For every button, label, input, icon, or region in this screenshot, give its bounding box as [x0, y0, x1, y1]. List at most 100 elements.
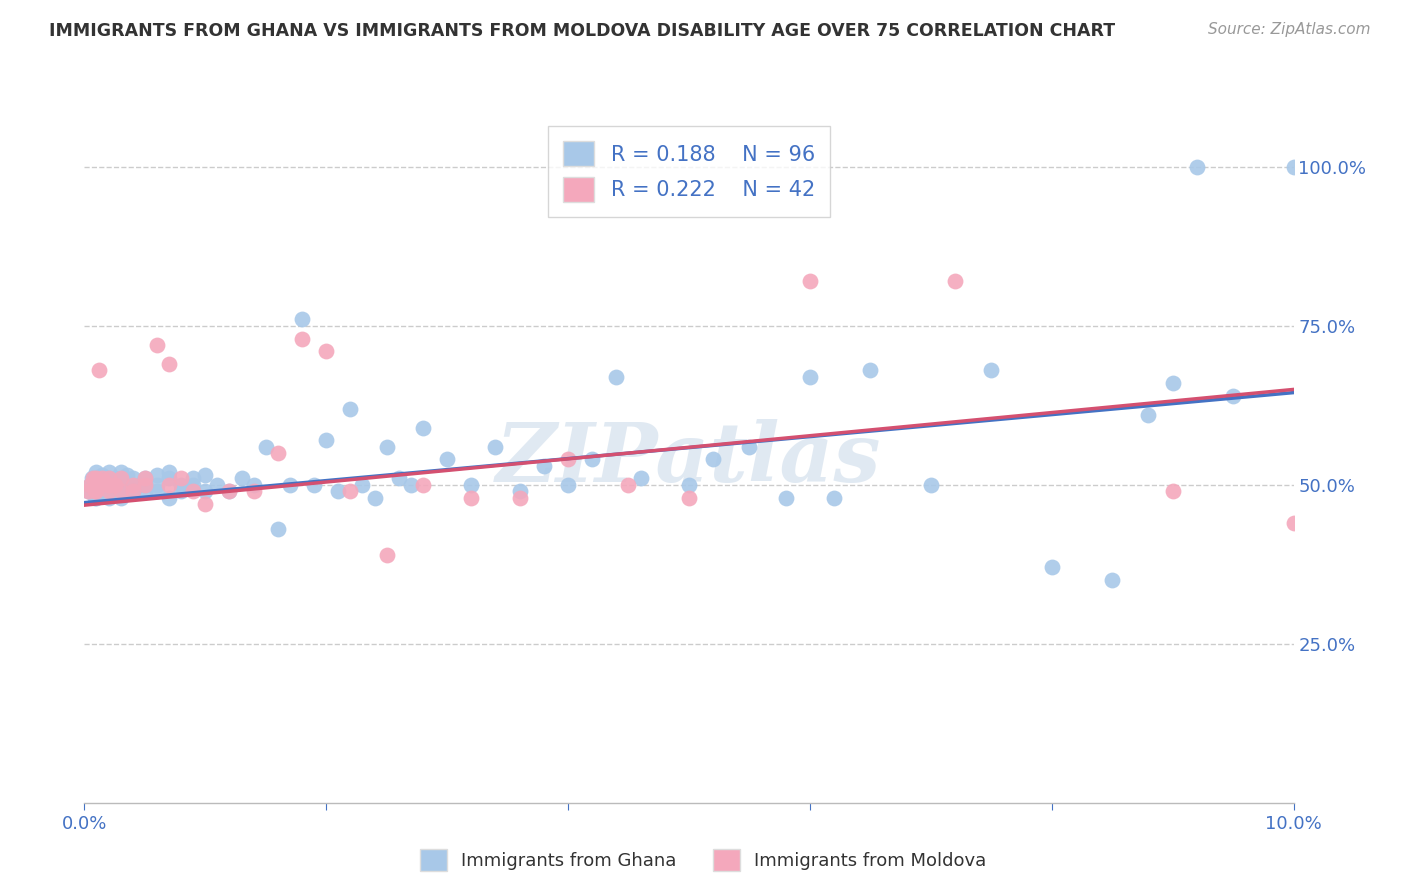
Point [94, 475, 117, 489]
Point [291, 312, 314, 326]
Point [194, 497, 217, 511]
Point [775, 491, 797, 505]
Point [181, 478, 204, 492]
Point [460, 491, 482, 505]
Point [339, 401, 361, 416]
Point [86, 484, 108, 499]
Point [121, 484, 143, 499]
Point [77, 484, 100, 499]
Point [1161, 376, 1184, 390]
Point [103, 481, 125, 495]
Point [412, 420, 434, 434]
Point [97, 491, 120, 505]
Point [86, 478, 108, 492]
Point [738, 440, 761, 454]
Point [86, 491, 108, 505]
Point [93, 484, 115, 499]
Point [1040, 560, 1063, 574]
Text: ZIPatlas: ZIPatlas [496, 419, 882, 500]
Point [315, 434, 337, 448]
Point [146, 468, 169, 483]
Point [980, 363, 1002, 377]
Point [242, 484, 264, 499]
Point [80, 471, 103, 485]
Point [77, 484, 100, 499]
Point [1137, 408, 1160, 422]
Point [702, 452, 724, 467]
Point [1222, 389, 1244, 403]
Point [86, 471, 108, 485]
Point [375, 548, 398, 562]
Point [1282, 516, 1305, 530]
Point [128, 478, 150, 492]
Point [181, 471, 204, 485]
Point [388, 471, 411, 485]
Point [157, 357, 180, 371]
Point [412, 478, 434, 492]
Point [86, 478, 108, 492]
Point [90, 481, 112, 495]
Point [91, 468, 114, 483]
Point [375, 440, 398, 454]
Point [799, 369, 821, 384]
Point [823, 491, 845, 505]
Point [104, 478, 127, 492]
Legend: Immigrants from Ghana, Immigrants from Moldova: Immigrants from Ghana, Immigrants from M… [412, 842, 994, 879]
Point [97, 478, 120, 492]
Text: IMMIGRANTS FROM GHANA VS IMMIGRANTS FROM MOLDOVA DISABILITY AGE OVER 75 CORRELAT: IMMIGRANTS FROM GHANA VS IMMIGRANTS FROM… [49, 22, 1115, 40]
Point [207, 478, 229, 492]
Point [121, 478, 143, 492]
Point [557, 478, 579, 492]
Point [86, 471, 108, 485]
Point [1161, 484, 1184, 499]
Point [87, 478, 110, 492]
Point [97, 471, 120, 485]
Point [799, 274, 821, 288]
Point [678, 478, 700, 492]
Point [267, 522, 290, 536]
Point [1101, 573, 1123, 587]
Point [352, 478, 374, 492]
Point [110, 471, 132, 485]
Point [134, 471, 156, 485]
Point [181, 484, 204, 499]
Point [302, 478, 325, 492]
Point [315, 344, 337, 359]
Point [533, 458, 555, 473]
Point [82, 481, 104, 495]
Point [110, 484, 132, 499]
Point [157, 465, 180, 479]
Point [484, 440, 506, 454]
Point [678, 491, 700, 505]
Point [363, 491, 385, 505]
Point [89, 471, 111, 485]
Point [157, 491, 180, 505]
Point [82, 471, 104, 485]
Point [91, 471, 114, 485]
Point [97, 465, 120, 479]
Point [79, 478, 101, 492]
Text: Source: ZipAtlas.com: Source: ZipAtlas.com [1208, 22, 1371, 37]
Point [110, 491, 132, 505]
Point [87, 363, 110, 377]
Point [97, 484, 120, 499]
Point [79, 478, 101, 492]
Point [134, 478, 156, 492]
Point [83, 475, 105, 489]
Point [84, 484, 107, 499]
Point [267, 446, 290, 460]
Point [146, 338, 169, 352]
Point [1185, 160, 1208, 174]
Point [170, 471, 193, 485]
Point [339, 484, 361, 499]
Point [943, 274, 966, 288]
Point [134, 478, 156, 492]
Point [194, 468, 217, 483]
Point [617, 478, 640, 492]
Point [146, 478, 169, 492]
Point [91, 478, 114, 492]
Point [146, 484, 169, 499]
Point [218, 484, 240, 499]
Point [557, 452, 579, 467]
Point [920, 478, 942, 492]
